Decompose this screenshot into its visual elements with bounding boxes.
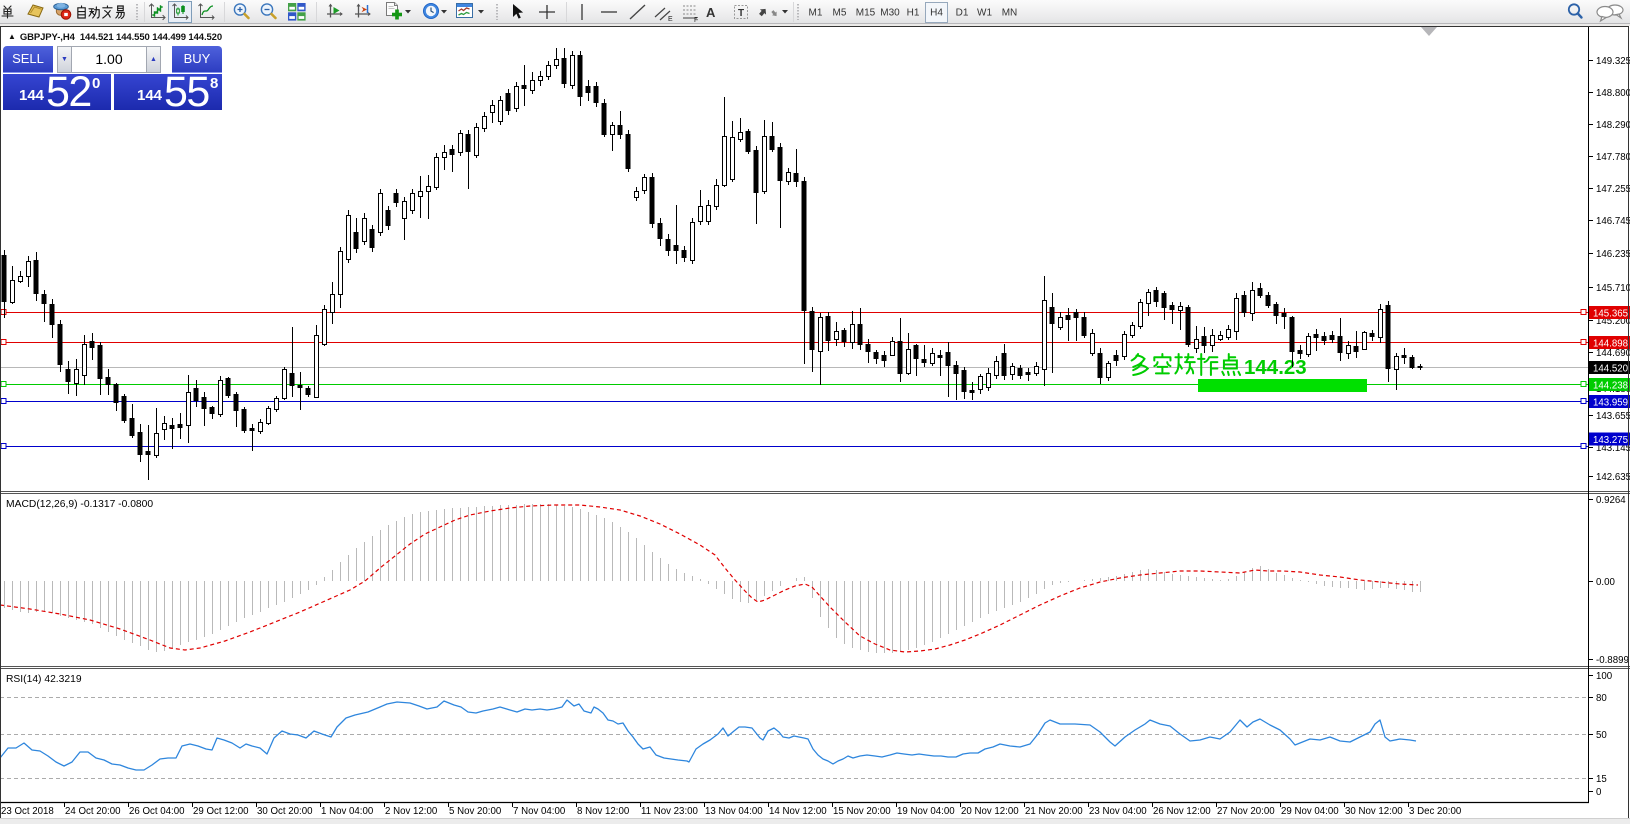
svg-text:23 Oct 2018: 23 Oct 2018 [1,806,54,817]
svg-text:50: 50 [1596,730,1607,741]
svg-text:MACD(12,26,9) -0.1317 -0.0800: MACD(12,26,9) -0.1317 -0.0800 [6,499,153,510]
svg-text:144.898: 144.898 [1593,339,1628,350]
svg-text:143.275: 143.275 [1593,435,1628,446]
svg-text:26 Oct 04:00: 26 Oct 04:00 [129,806,185,817]
svg-text:T: T [738,8,744,19]
svg-text:19 Nov 04:00: 19 Nov 04:00 [897,806,955,817]
svg-text:147.780: 147.780 [1596,152,1630,163]
svg-text:148.290: 148.290 [1596,120,1630,131]
svg-text:144.520: 144.520 [1593,364,1629,375]
svg-text:2 Nov 12:00: 2 Nov 12:00 [385,806,438,817]
svg-text:7 Nov 04:00: 7 Nov 04:00 [513,806,566,817]
svg-text:0: 0 [1596,787,1602,798]
svg-text:144.238: 144.238 [1593,381,1628,392]
svg-text:144.23: 144.23 [1244,356,1307,379]
svg-text:D1: D1 [956,8,969,19]
svg-text:E: E [668,16,673,23]
svg-text:H1: H1 [907,8,920,19]
svg-text:143.655: 143.655 [1596,411,1630,422]
svg-text:144.690: 144.690 [1596,348,1630,359]
svg-text:30 Oct 20:00: 30 Oct 20:00 [257,806,313,817]
svg-text:143.145: 143.145 [1596,443,1630,454]
svg-text:14 Nov 12:00: 14 Nov 12:00 [769,806,827,817]
svg-text:30 Nov 12:00: 30 Nov 12:00 [1345,806,1403,817]
svg-text:149.325: 149.325 [1596,56,1630,67]
svg-text:20 Nov 12:00: 20 Nov 12:00 [961,806,1019,817]
svg-text:21 Nov 20:00: 21 Nov 20:00 [1025,806,1083,817]
svg-text:145.365: 145.365 [1593,309,1628,320]
svg-text:13 Nov 04:00: 13 Nov 04:00 [705,806,763,817]
svg-text:146.235: 146.235 [1596,249,1630,260]
svg-text:145.710: 145.710 [1596,283,1630,294]
svg-text:11 Nov 23:00: 11 Nov 23:00 [641,806,699,817]
svg-text:M15: M15 [856,8,876,19]
svg-text:146.745: 146.745 [1596,216,1630,227]
svg-text:145.200: 145.200 [1596,316,1630,327]
svg-text:23 Nov 04:00: 23 Nov 04:00 [1089,806,1147,817]
svg-text:-0.8899: -0.8899 [1596,655,1629,666]
svg-text:15: 15 [1596,774,1607,785]
svg-text:100: 100 [1596,671,1613,682]
svg-text:29 Nov 04:00: 29 Nov 04:00 [1281,806,1339,817]
svg-text:H4: H4 [930,8,943,19]
svg-text:F: F [694,17,698,24]
svg-text:5 Nov 20:00: 5 Nov 20:00 [449,806,502,817]
svg-text:147.255: 147.255 [1596,184,1630,195]
svg-text:MN: MN [1002,8,1018,19]
svg-text:143.959: 143.959 [1593,398,1628,409]
svg-text:148.800: 148.800 [1596,88,1630,99]
svg-text:27 Nov 20:00: 27 Nov 20:00 [1217,806,1275,817]
svg-text:26 Nov 12:00: 26 Nov 12:00 [1153,806,1211,817]
svg-text:3 Dec 20:00: 3 Dec 20:00 [1409,806,1462,817]
svg-text:M30: M30 [880,8,900,19]
svg-text:A: A [706,5,716,20]
svg-text:M5: M5 [833,8,847,19]
svg-text:8 Nov 12:00: 8 Nov 12:00 [577,806,630,817]
svg-text:RSI(14) 42.3219: RSI(14) 42.3219 [6,674,82,685]
svg-text:0.9264: 0.9264 [1596,495,1626,506]
svg-text:80: 80 [1596,693,1607,704]
svg-text:0.00: 0.00 [1596,577,1615,588]
svg-text:1 Nov 04:00: 1 Nov 04:00 [321,806,374,817]
svg-text:142.635: 142.635 [1596,472,1630,483]
svg-text:W1: W1 [977,8,992,19]
svg-text:M1: M1 [809,8,823,19]
svg-text:24 Oct 20:00: 24 Oct 20:00 [65,806,121,817]
svg-text:15 Nov 20:00: 15 Nov 20:00 [833,806,891,817]
svg-text:29 Oct 12:00: 29 Oct 12:00 [193,806,249,817]
